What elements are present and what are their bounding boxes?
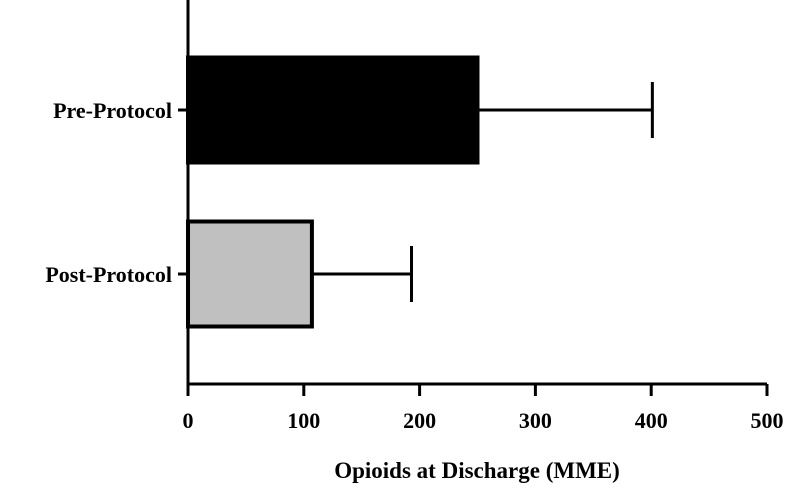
bar-post-protocol: [186, 219, 314, 329]
x-tick-label: 500: [751, 408, 784, 433]
x-tick-label: 300: [519, 408, 552, 433]
x-ticks-layer: 0 100 200 300 400 500: [183, 384, 784, 433]
bar-pre-protocol: [186, 55, 480, 165]
x-tick-label: 200: [403, 408, 436, 433]
bars-layer: [186, 55, 480, 329]
errorbars-layer: [311, 82, 654, 302]
x-tick-label: 0: [183, 408, 194, 433]
error-bar-pre-protocol: [477, 82, 654, 138]
error-bar-post-protocol: [311, 246, 413, 302]
x-tick-label: 400: [635, 408, 668, 433]
x-axis-title: Opioids at Discharge (MME): [334, 458, 620, 483]
x-tick-label: 100: [287, 408, 320, 433]
y-tick-label-pre-protocol: Pre-Protocol: [53, 98, 172, 123]
y-ticks-layer: Pre-Protocol Post-Protocol: [45, 98, 188, 287]
y-tick-label-post-protocol: Post-Protocol: [45, 262, 172, 287]
